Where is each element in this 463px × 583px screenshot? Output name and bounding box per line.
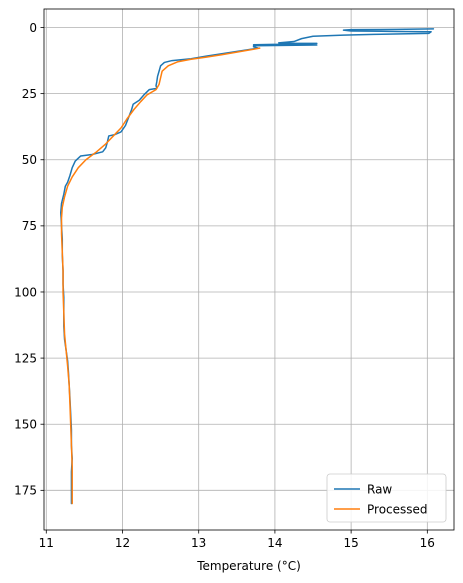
y-tick-label: 125 — [14, 351, 37, 365]
x-tick-label: 14 — [267, 536, 282, 550]
y-tick-label: 75 — [22, 219, 37, 233]
x-tick-label: 12 — [115, 536, 130, 550]
x-tick-label: 15 — [343, 536, 358, 550]
y-tick-label: 100 — [14, 285, 37, 299]
series-line-processed — [60, 47, 261, 505]
y-tick-label: 50 — [22, 153, 37, 167]
y-tick-label: 25 — [22, 87, 37, 101]
y-tick-label: 150 — [14, 418, 37, 432]
axis-ticks: 11 12 13 14 15 16 0 25 50 75 100 125 150 175 — [14, 21, 435, 550]
x-axis-label: Temperature (°C) — [196, 559, 301, 573]
legend-label-processed: Processed — [367, 502, 428, 516]
plot-lines — [60, 28, 435, 505]
legend-box — [326, 473, 447, 523]
x-tick-label: 16 — [420, 536, 435, 550]
x-tick-label: 13 — [191, 536, 206, 550]
legend: Raw Processed — [326, 473, 447, 523]
y-tick-label: 175 — [14, 484, 37, 498]
y-tick-label: 0 — [29, 21, 37, 35]
x-tick-label: 11 — [39, 536, 54, 550]
legend-label-raw: Raw — [367, 482, 392, 496]
plot-frame — [43, 8, 455, 531]
grid — [44, 9, 454, 530]
